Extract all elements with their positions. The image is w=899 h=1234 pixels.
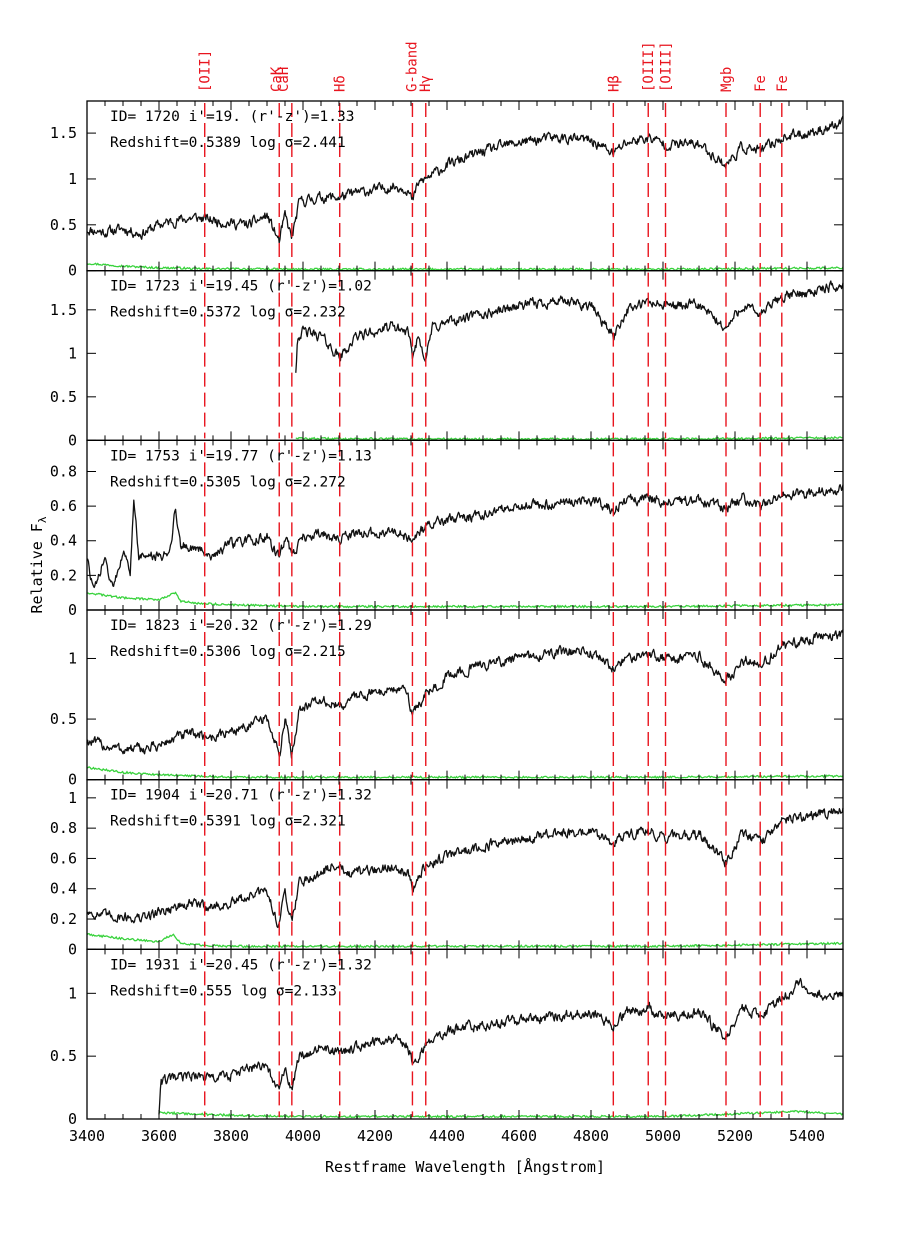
line-label-6: Hγ xyxy=(418,75,434,92)
y-tick-label-2-3: 1.5 xyxy=(50,301,77,319)
x-tick-label-7: 4800 xyxy=(573,1127,609,1145)
panel-info-line1-3: ID= 1753 i'=19.77 (r'-z')=1.13 xyxy=(110,448,372,464)
x-tick-label-9: 5200 xyxy=(717,1127,753,1145)
spectrum-2 xyxy=(295,280,844,373)
panel-info-line1-4: ID= 1823 i'=20.32 (r'-z')=1.29 xyxy=(110,618,372,634)
panel-6: 0 0.5 1 ID= 1931 i'=20.45 (r'-z')=1.32 Redsh… xyxy=(50,948,844,1128)
x-tick-label-0: 3400 xyxy=(69,1127,105,1145)
line-label-12: Fe xyxy=(775,75,791,92)
x-tick-label-3: 4000 xyxy=(285,1127,321,1145)
y-axis-title-subscript: λ xyxy=(36,516,49,523)
panel-5: 0 0.2 0.4 0.6 0.8 1 ID= 1904 i'=20.71 (r'-z')=… xyxy=(50,779,844,958)
svg-text:Relative Fλ: Relative Fλ xyxy=(28,516,49,613)
y-tick-label-5-2: 0.4 xyxy=(50,880,77,898)
line-label-11: Fe xyxy=(753,75,769,92)
panel-info-line2-5: Redshift=0.5391 log σ=2.321 xyxy=(110,814,346,830)
y-axis-title-main: Relative F xyxy=(28,523,46,613)
y-axis-title: Relative Fλ xyxy=(28,516,49,613)
y-tick-label-3-2: 0.4 xyxy=(50,532,77,550)
y-tick-label-1-2: 1 xyxy=(68,170,77,188)
spectrum-4 xyxy=(86,629,844,759)
panel-info-line2-3: Redshift=0.5305 log σ=2.272 xyxy=(110,474,346,490)
y-tick-label-2-0: 0 xyxy=(68,431,77,449)
line-label-3: CaH xyxy=(276,67,292,92)
x-tick-label-1: 3600 xyxy=(141,1127,177,1145)
y-tick-label-5-4: 0.8 xyxy=(50,819,77,837)
line-label-5: G-band xyxy=(404,41,420,92)
y-tick-label-1-1: 0.5 xyxy=(50,216,77,234)
y-tick-label-4-2: 1 xyxy=(68,649,77,667)
spectrum-6 xyxy=(158,977,844,1115)
panel-2: 0 0.5 1 1.5 ID= 1723 i'=19.45 (r'-z')=1.02 Re… xyxy=(50,270,844,449)
panel-info-line2-4: Redshift=0.5306 log σ=2.215 xyxy=(110,644,346,660)
panel-info-line2-1: Redshift=0.5389 log σ=2.441 xyxy=(110,135,346,151)
line-label-10: Mgb xyxy=(719,67,735,92)
spectra-panels: 0 0.5 1 1.5 ID= 1720 i'=19. (r'-z')=1.33 Reds… xyxy=(50,100,844,1128)
y-tick-label-2-2: 1 xyxy=(68,344,77,362)
y-tick-label-6-1: 0.5 xyxy=(50,1047,77,1065)
panel-3: 0 0.2 0.4 0.6 0.8 ID= 1753 i'=19.77 (r'-z')=1… xyxy=(50,439,844,619)
y-tick-label-2-1: 0.5 xyxy=(50,388,77,406)
panel-frame-3 xyxy=(86,439,844,611)
line-label-4: Hδ xyxy=(333,75,349,92)
panel-1: 0 0.5 1 1.5 ID= 1720 i'=19. (r'-z')=1.33 Reds… xyxy=(50,100,844,280)
line-label-2: CaK xyxy=(269,66,285,92)
panel-info-line2-6: Redshift=0.555 log σ=2.133 xyxy=(110,983,337,999)
spectrum-3 xyxy=(86,484,844,589)
y-tick-label-3-3: 0.6 xyxy=(50,497,77,515)
y-tick-label-4-1: 0.5 xyxy=(50,710,77,728)
panel-info-line1-5: ID= 1904 i'=20.71 (r'-z')=1.32 xyxy=(110,788,372,804)
spectrum-5 xyxy=(86,807,844,929)
y-tick-label-3-4: 0.8 xyxy=(50,462,77,480)
line-label-1: [OII] xyxy=(198,50,214,92)
x-axis-title: Restframe Wavelength [Ångstrom] xyxy=(325,1157,605,1176)
y-tick-label-6-2: 1 xyxy=(68,984,77,1002)
panel-4: 0 0.5 1 ID= 1823 i'=20.32 (r'-z')=1.29 Redsh… xyxy=(50,609,844,789)
panel-info-line1-6: ID= 1931 i'=20.45 (r'-z')=1.32 xyxy=(110,957,372,973)
panel-info-line1-1: ID= 1720 i'=19. (r'-z')=1.33 xyxy=(110,109,354,125)
error-spectrum-2 xyxy=(295,435,843,442)
line-label-9: [OIII] xyxy=(659,41,675,92)
y-tick-label-5-0: 0 xyxy=(68,940,77,958)
x-axis: 3400 3600 3800 4000 4200 4400 4600 4800 5000 5200… xyxy=(69,1127,825,1145)
spectrum-1 xyxy=(86,115,844,244)
line-label-8: [OIII] xyxy=(641,41,657,92)
panel-frame-2 xyxy=(86,270,844,441)
y-tick-label-3-0: 0 xyxy=(68,601,77,619)
y-tick-label-5-5: 1 xyxy=(68,789,77,807)
y-tick-label-6-0: 0 xyxy=(68,1110,77,1128)
panel-info-line2-2: Redshift=0.5372 log σ=2.232 xyxy=(110,305,346,321)
x-tick-label-8: 5000 xyxy=(645,1127,681,1145)
panel-frame-5 xyxy=(86,779,844,950)
y-tick-label-4-0: 0 xyxy=(68,771,77,789)
x-tick-label-10: 5400 xyxy=(789,1127,825,1145)
x-tick-label-6: 4600 xyxy=(501,1127,537,1145)
y-tick-label-5-3: 0.6 xyxy=(50,849,77,867)
panel-frame-1 xyxy=(86,100,844,272)
y-tick-label-1-0: 0 xyxy=(68,262,77,280)
y-tick-label-1-3: 1.5 xyxy=(50,124,77,142)
line-label-7: Hβ xyxy=(606,75,622,92)
y-tick-label-5-1: 0.2 xyxy=(50,910,77,928)
panel-info-line1-2: ID= 1723 i'=19.45 (r'-z')=1.02 xyxy=(110,279,372,295)
x-tick-label-4: 4200 xyxy=(357,1127,393,1145)
panel-frame-4 xyxy=(86,609,844,781)
x-tick-label-5: 4400 xyxy=(429,1127,465,1145)
x-tick-label-2: 3800 xyxy=(213,1127,249,1145)
y-tick-label-3-1: 0.2 xyxy=(50,566,77,584)
